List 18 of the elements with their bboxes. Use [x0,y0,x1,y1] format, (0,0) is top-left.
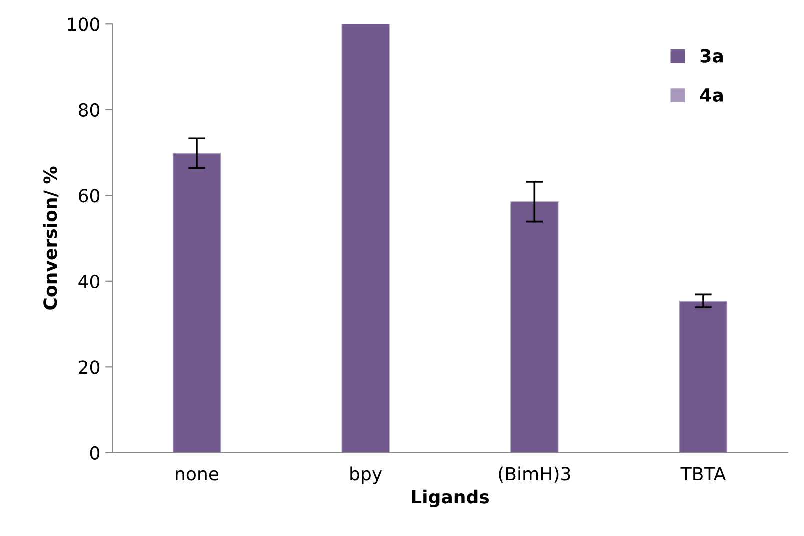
legend-label: 4a [700,88,723,102]
y-tick-label: 60 [79,189,100,203]
bar [172,153,222,453]
y-tick-label: 20 [79,360,100,374]
y-tick-label: 100 [68,18,100,32]
y-tick-label: 80 [79,103,100,117]
x-axis-title: Ligands [412,490,490,508]
legend-label: 3a [700,49,723,63]
y-tick-label: 0 [90,446,100,460]
bar [342,24,390,453]
bar [679,301,728,453]
x-tick-label: bpy [350,466,382,484]
x-tick-label: none [176,470,219,481]
x-tick-label: TBTA [680,467,726,481]
y-tick-label: 40 [78,274,100,289]
x-tick-label: (BimH)3 [499,466,570,483]
bar [510,202,559,453]
y-axis-title: Conversion/ % [43,166,59,310]
